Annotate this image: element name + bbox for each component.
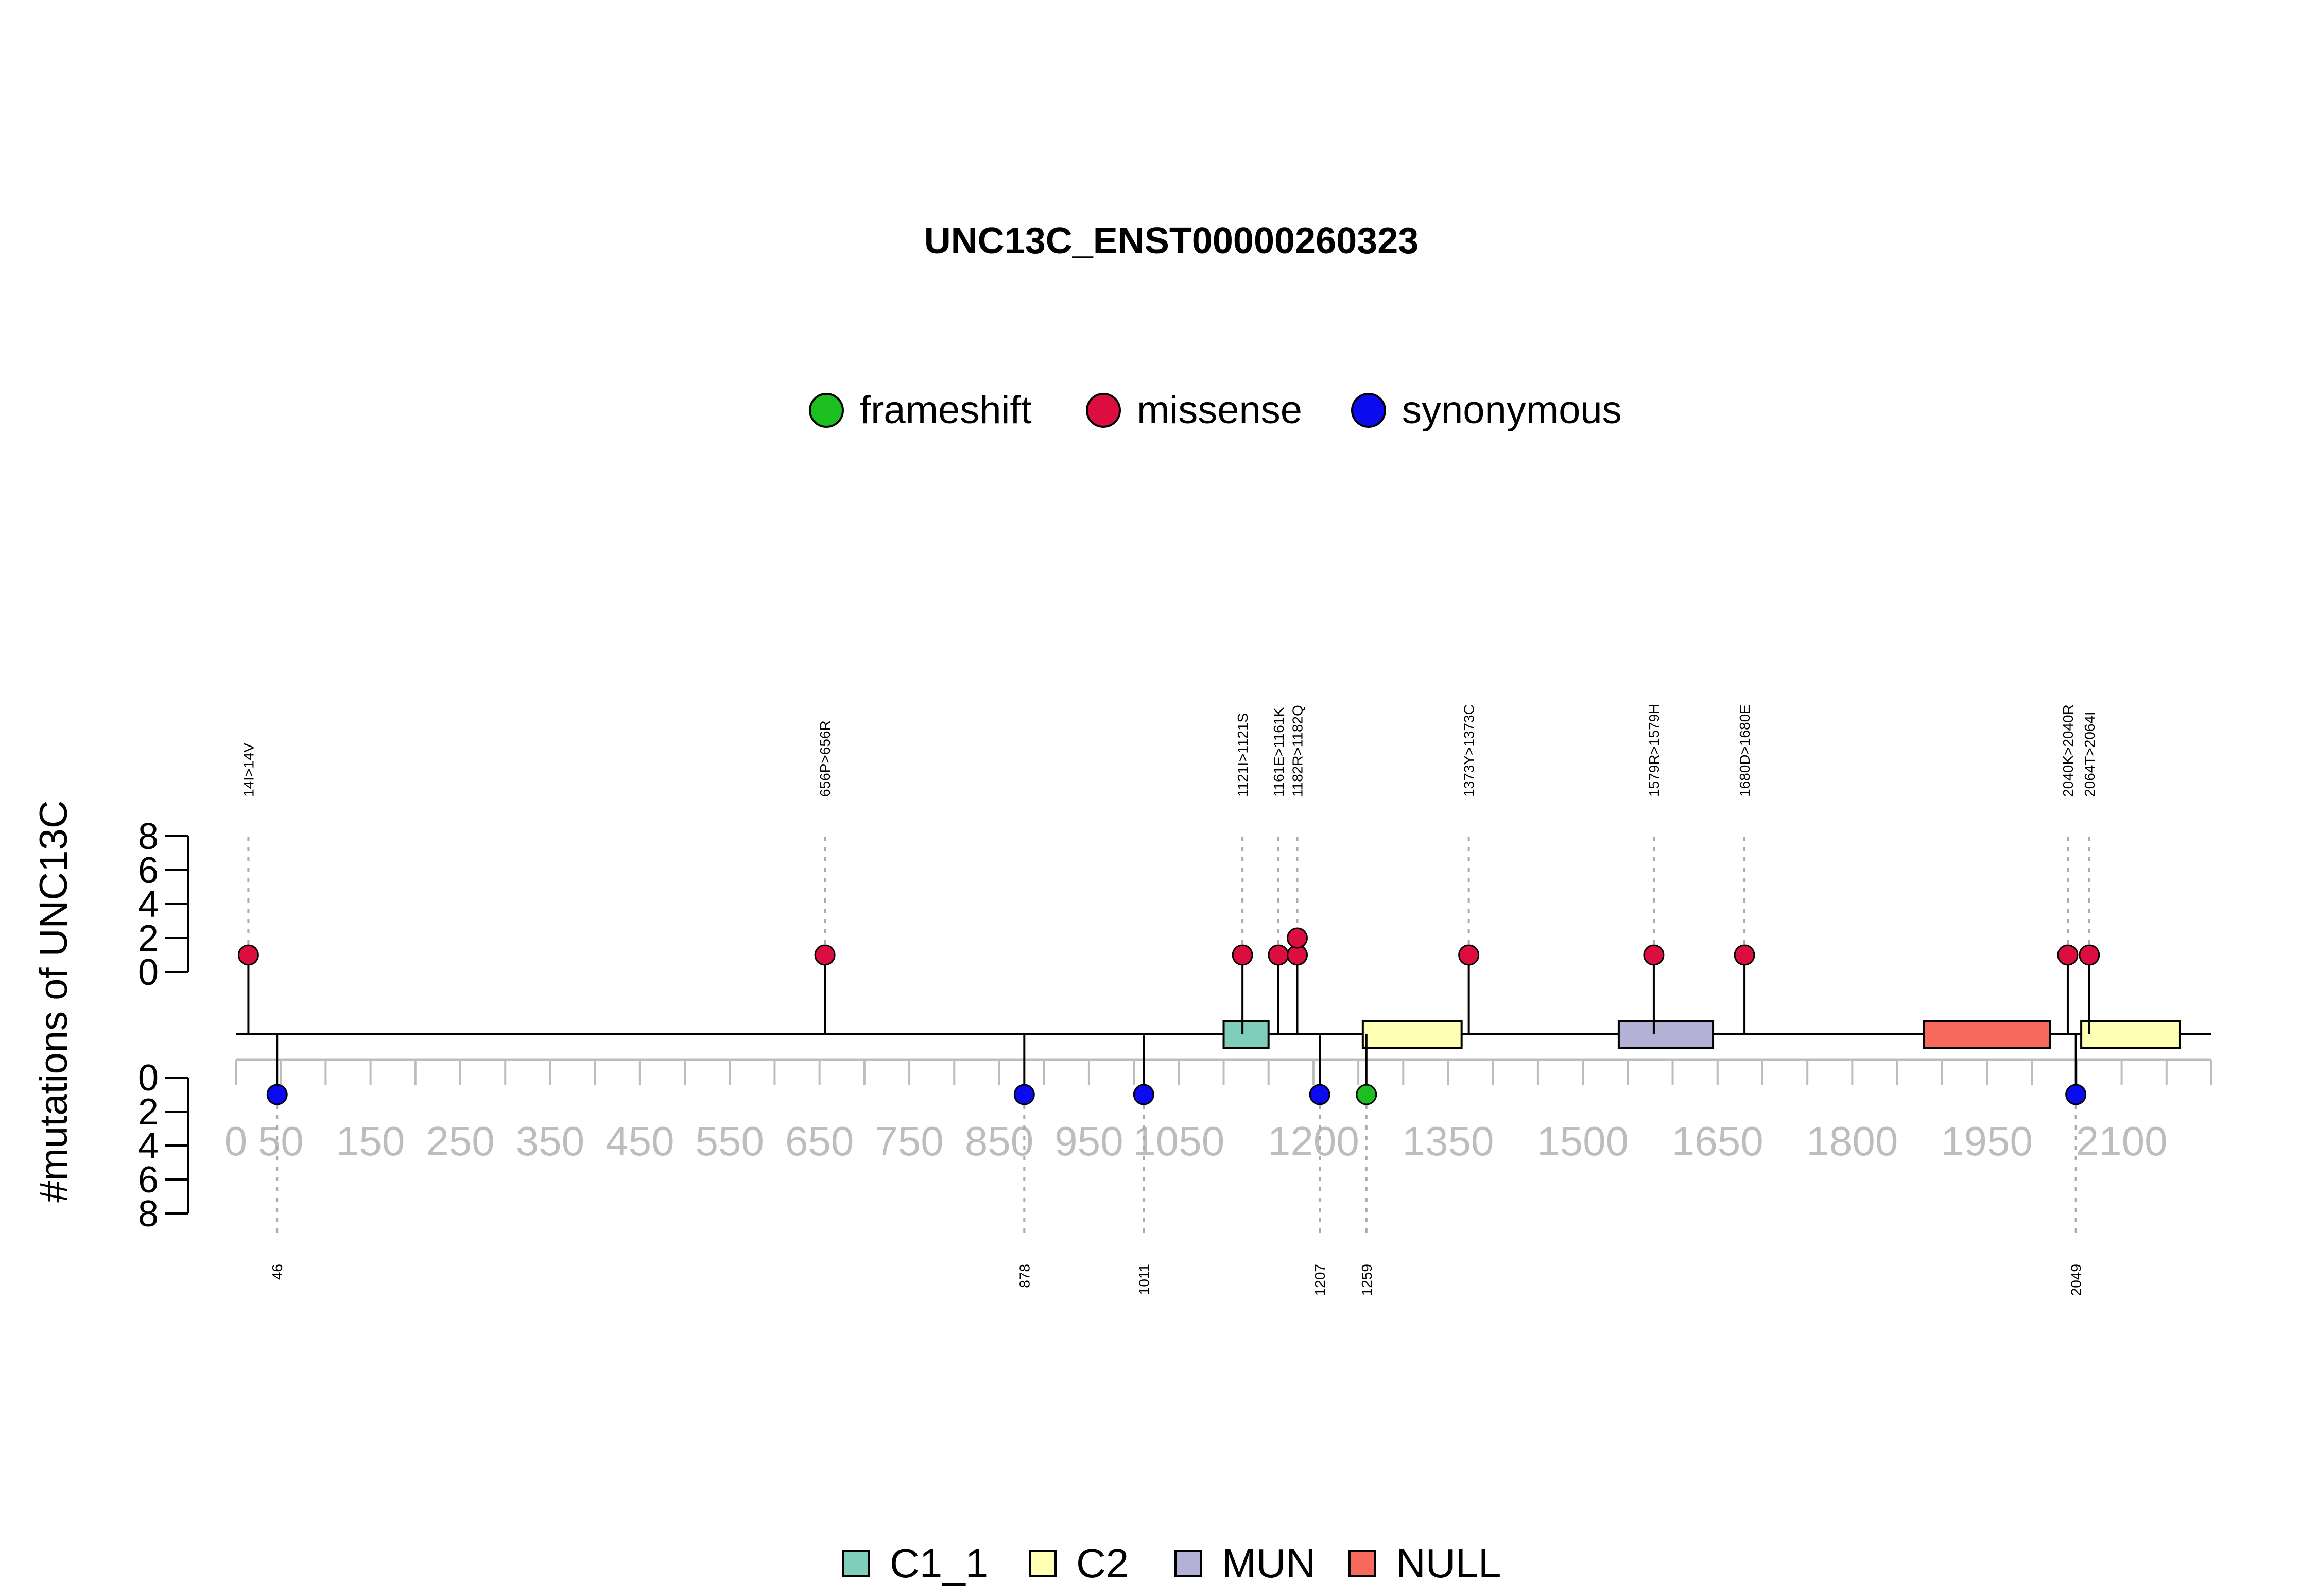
top-mutation-label: 1579R>1579H [1646, 704, 1662, 797]
top-y-tick-label: 6 [138, 850, 159, 891]
legend-frameshift-marker [809, 393, 844, 428]
bottom-mutation-label: 878 [1016, 1264, 1032, 1288]
top-lollipop-head [814, 944, 836, 966]
x-tick-label: 950 [1054, 1118, 1123, 1164]
x-tick-label: 1650 [1672, 1118, 1763, 1164]
x-tick-label: 650 [785, 1118, 854, 1164]
legend-missense-marker [1086, 393, 1121, 428]
top-mutation-label: 2040K>2040R [2060, 704, 2076, 797]
legend-synonymous-marker [1351, 393, 1386, 428]
top-y-tick-label: 0 [138, 952, 159, 993]
y-axis-label: #mutations of UNC13C [32, 800, 76, 1202]
top-lollipop-head [1458, 944, 1480, 966]
domain-null [1923, 1020, 2051, 1049]
domain-c1-1 [1222, 1020, 1270, 1049]
bottom-lollipop-head [1133, 1084, 1154, 1105]
x-tick-label: 250 [426, 1118, 494, 1164]
legend-c2-label: C2 [1076, 1540, 1129, 1586]
top-mutations: 14I>14V 656P>656R 1121I>1121S 1161E>1161K 11… [237, 704, 2100, 1034]
bottom-lollipop-head [1309, 1084, 1330, 1105]
mutation-type-legend: frameshift missense synonymous [809, 388, 1622, 432]
bottom-lollipop-head [2065, 1084, 2087, 1105]
x-tick-label: 350 [516, 1118, 584, 1164]
legend-synonymous-label: synonymous [1402, 388, 1622, 432]
bottom-y-tick-label: 0 [138, 1057, 159, 1099]
x-tick-label: 0 [224, 1118, 248, 1164]
bottom-y-tick-label: 2 [138, 1091, 159, 1133]
x-tick-label: 850 [965, 1118, 1033, 1164]
x-tick-label: 1200 [1268, 1118, 1359, 1164]
legend-mun-swatch [1174, 1550, 1202, 1577]
domains [1222, 1020, 2181, 1049]
top-y-tick-label: 8 [138, 816, 159, 857]
top-mutation-label: 656P>656R [817, 720, 833, 797]
x-tick-label: 750 [875, 1118, 943, 1164]
top-lollipop-head [1287, 927, 1308, 949]
bottom-mutations: 46 878 1011 1207 1259 2049 [266, 1034, 2087, 1296]
bottom-lollipop-head [1356, 1084, 1377, 1105]
legend-c1-1-swatch [842, 1550, 870, 1577]
top-y-tick-label: 4 [138, 884, 159, 925]
legend-missense-label: missense [1137, 388, 1302, 432]
top-lollipop-head [1643, 944, 1665, 966]
legend-null-label: NULL [1396, 1540, 1501, 1586]
legend-frameshift-label: frameshift [860, 388, 1032, 432]
bottom-mutation-label: 46 [269, 1264, 285, 1280]
top-lollipop-head [2057, 944, 2079, 966]
top-mutation-label: 1373Y>1373C [1461, 704, 1477, 797]
bottom-mutation-label: 1259 [1359, 1264, 1375, 1296]
bottom-y-tick-label: 6 [138, 1159, 159, 1201]
domain-legend: C1_1 C2 MUN NULL [842, 1540, 1501, 1586]
chart-title: UNC13C_ENST00000260323 [924, 220, 1419, 262]
bottom-y-tick-label: 4 [138, 1125, 159, 1167]
bottom-lollipop-head [1013, 1084, 1035, 1105]
x-tick-label: 1350 [1403, 1118, 1494, 1164]
bottom-mutation-label: 2049 [2068, 1264, 2084, 1296]
top-mutation-label: 1161E>1161K [1271, 707, 1287, 797]
top-lollipop-head [237, 944, 259, 966]
bottom-mutation-label: 1207 [1312, 1264, 1328, 1296]
bottom-mutation-label: 1011 [1136, 1264, 1152, 1295]
top-lollipop-head [1232, 944, 1253, 966]
guide-lines [247, 837, 2090, 1236]
x-tick-label: 1500 [1537, 1118, 1629, 1164]
domain-c2 [1361, 1020, 1463, 1049]
top-mutation-label: 14I>14V [240, 743, 256, 797]
top-lollipop-head [2079, 944, 2100, 966]
x-tick-label: 1800 [1806, 1118, 1898, 1164]
top-mutation-label: 1121I>1121S [1235, 713, 1251, 797]
x-tick-label: 2100 [2076, 1118, 2168, 1164]
legend-c2-swatch [1029, 1550, 1057, 1577]
domain-c2 [2080, 1020, 2181, 1049]
x-tick-label: 1050 [1133, 1118, 1224, 1164]
legend-null-swatch [1348, 1550, 1376, 1577]
legend-c1-1-label: C1_1 [890, 1540, 988, 1586]
x-tick-label: 50 [258, 1118, 304, 1164]
top-y-tick-label: 2 [138, 918, 159, 959]
x-tick-label: 450 [606, 1118, 674, 1164]
top-mutation-label: 1680D>1680E [1737, 704, 1753, 797]
x-axis: 0 50 150 250 350 450 550 650 750 850 950 1050 1200 13… [224, 1058, 2212, 1164]
top-lollipop-head [1734, 944, 1755, 966]
x-tick-label: 550 [696, 1118, 764, 1164]
top-lollipop-head [1268, 944, 1289, 966]
bottom-lollipop-head [266, 1084, 288, 1105]
x-tick-label: 1950 [1941, 1118, 2033, 1164]
x-tick-label: 150 [336, 1118, 405, 1164]
legend-mun-label: MUN [1222, 1540, 1316, 1586]
top-mutation-label: 1182R>1182Q [1290, 705, 1306, 797]
bottom-y-tick-label: 8 [138, 1193, 159, 1235]
domain-mun [1617, 1020, 1715, 1049]
top-mutation-label: 2064T>2064I [2082, 712, 2098, 797]
